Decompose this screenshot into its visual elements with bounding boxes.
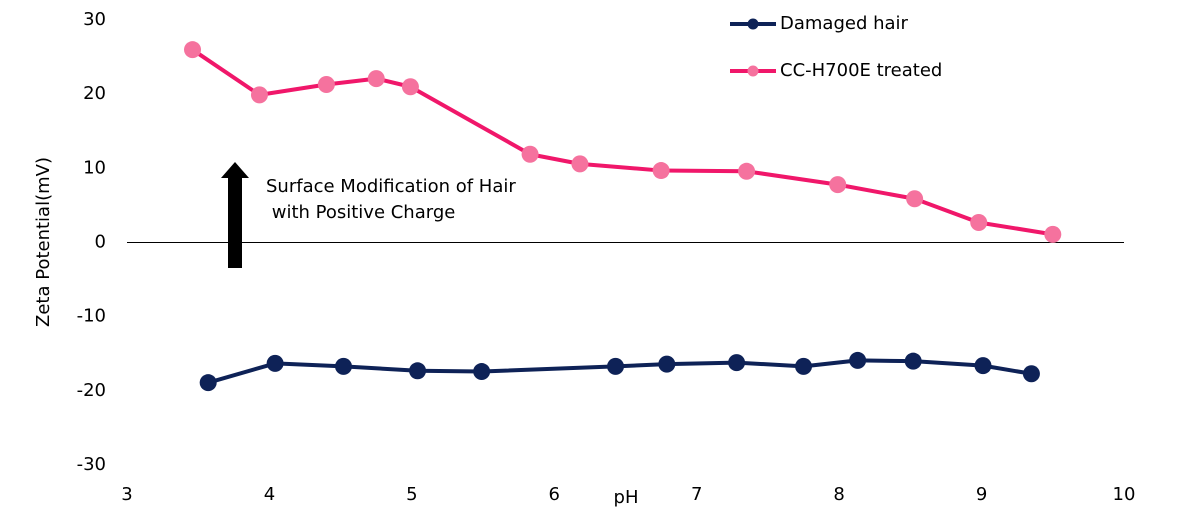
x-tick-label: 8 <box>833 484 844 505</box>
x-tick-label: 3 <box>121 484 132 505</box>
data-point <box>199 374 217 392</box>
data-point <box>250 86 268 104</box>
data-point <box>266 354 284 372</box>
x-tick-label: 5 <box>406 484 417 505</box>
y-tick-label: 30 <box>83 9 106 30</box>
data-point <box>401 78 419 96</box>
data-point <box>473 363 491 381</box>
data-point <box>1044 225 1062 243</box>
y-tick-label: 20 <box>83 83 106 104</box>
data-point <box>571 155 589 173</box>
x-tick-label: 6 <box>549 484 560 505</box>
y-tick-label: -30 <box>77 454 106 475</box>
data-point <box>184 41 202 59</box>
data-point <box>738 162 756 180</box>
x-tick-label: 9 <box>976 484 987 505</box>
legend-label: Damaged hair <box>780 13 909 34</box>
data-point <box>1022 365 1040 383</box>
data-point <box>409 362 427 380</box>
data-point <box>795 357 813 375</box>
data-point <box>521 145 539 163</box>
y-axis-label: Zeta Potential(mV) <box>33 157 54 327</box>
legend-marker <box>747 18 759 30</box>
data-point <box>974 357 992 375</box>
data-point <box>658 355 676 373</box>
arrow <box>221 162 249 268</box>
data-point <box>906 190 924 208</box>
data-point <box>829 176 847 194</box>
legend-label: CC-H700E treated <box>780 60 942 81</box>
annotation: Surface Modification of Hair <box>266 176 516 197</box>
data-point <box>904 352 922 370</box>
x-tick-label: 10 <box>1113 484 1136 505</box>
data-point <box>607 357 625 375</box>
x-tick-label: 4 <box>264 484 275 505</box>
data-point <box>334 357 352 375</box>
y-tick-label: -10 <box>77 306 106 327</box>
y-tick-label: 10 <box>83 157 106 178</box>
data-point <box>849 351 867 369</box>
y-tick-label: -20 <box>77 380 106 401</box>
data-point <box>652 162 670 180</box>
annotation: with Positive Charge <box>266 202 455 223</box>
legend-marker <box>747 65 759 77</box>
x-axis-label: pH <box>614 487 639 508</box>
data-point <box>367 70 385 88</box>
y-tick-label: 0 <box>95 232 106 253</box>
data-point <box>970 213 988 231</box>
data-point <box>728 354 746 372</box>
x-tick-label: 7 <box>691 484 702 505</box>
data-point <box>317 76 335 94</box>
